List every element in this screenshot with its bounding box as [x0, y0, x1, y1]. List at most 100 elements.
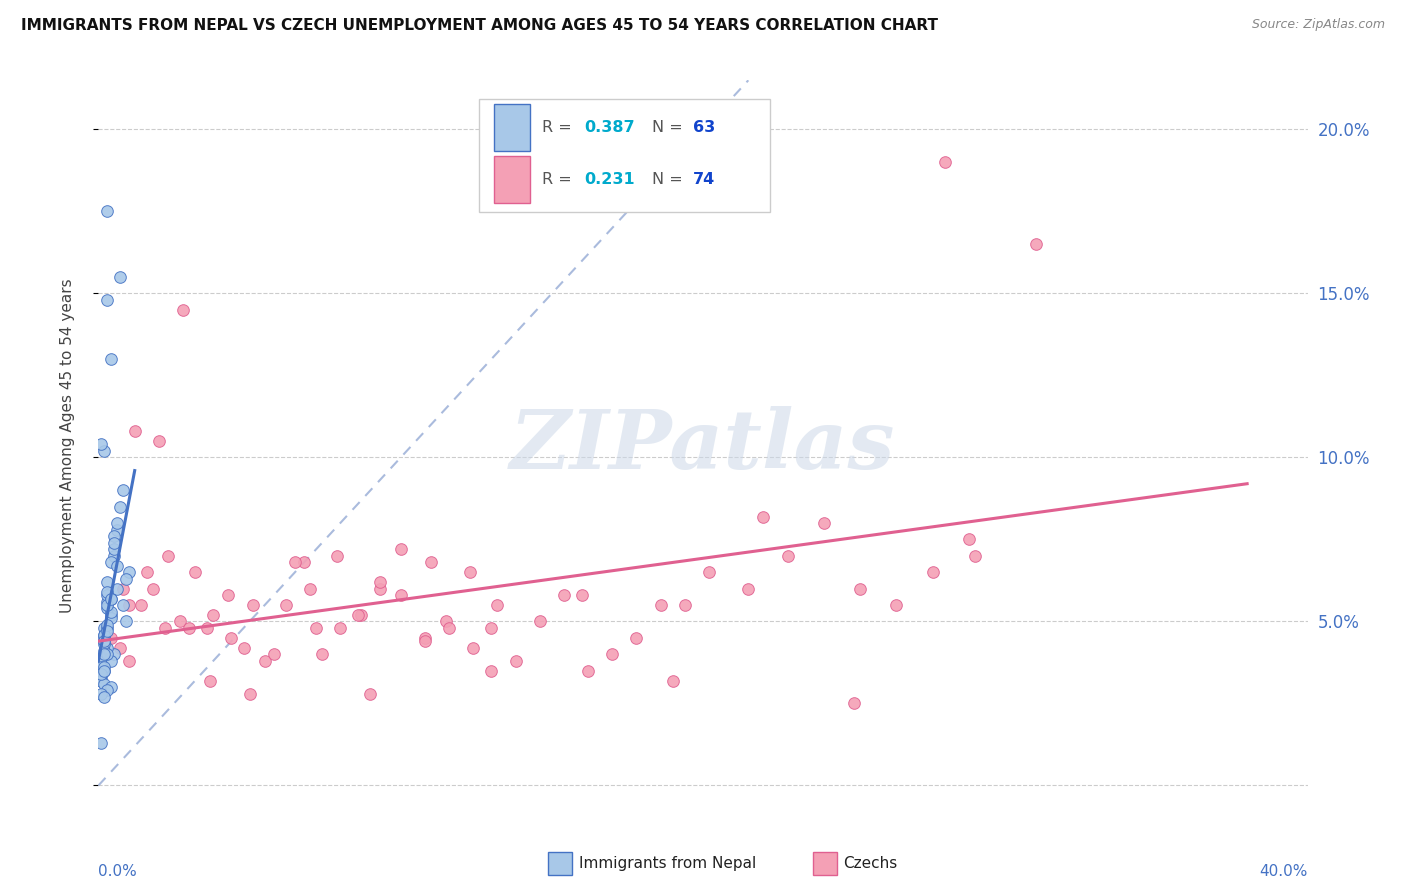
Point: [100, 611, 122, 625]
Point: [100, 352, 122, 367]
Point: [114, 572, 136, 586]
Text: N =: N =: [652, 120, 688, 135]
Point: [90, 667, 112, 681]
Point: [673, 598, 696, 612]
Point: [200, 673, 222, 688]
Point: [105, 523, 128, 537]
Point: [602, 647, 624, 661]
Point: [108, 640, 131, 655]
Point: [90, 687, 112, 701]
Point: [221, 631, 243, 645]
Point: [148, 434, 170, 448]
Text: IMMIGRANTS FROM NEPAL VS CZECH UNEMPLOYMENT AMONG AGES 45 TO 54 YEARS CORRELATIO: IMMIGRANTS FROM NEPAL VS CZECH UNEMPLOYM…: [21, 18, 938, 33]
Point: [100, 654, 122, 668]
Point: [368, 582, 391, 596]
Point: [195, 621, 218, 635]
Point: [93, 664, 115, 678]
Point: [96, 598, 118, 612]
FancyBboxPatch shape: [494, 155, 530, 203]
Point: [100, 556, 122, 570]
Point: [299, 582, 322, 596]
Point: [105, 558, 128, 573]
Point: [142, 582, 165, 596]
Point: [965, 549, 987, 563]
Point: [114, 615, 136, 629]
Point: [172, 302, 194, 317]
Point: [100, 680, 122, 694]
Point: [934, 155, 956, 169]
Point: [103, 535, 125, 549]
Point: [100, 607, 122, 622]
Point: [90, 670, 112, 684]
Point: [118, 598, 141, 612]
Point: [463, 640, 485, 655]
Point: [93, 627, 115, 641]
Text: Immigrants from Nepal: Immigrants from Nepal: [579, 856, 756, 871]
Text: 0.387: 0.387: [585, 120, 636, 135]
Point: [1024, 237, 1046, 252]
Point: [650, 598, 672, 612]
Point: [505, 654, 527, 668]
Point: [105, 516, 128, 530]
Text: 0.231: 0.231: [585, 171, 636, 186]
Point: [93, 647, 115, 661]
Point: [103, 549, 125, 563]
Point: [368, 575, 391, 590]
Point: [93, 631, 115, 645]
Point: [437, 621, 460, 635]
Point: [111, 598, 134, 612]
Point: [135, 566, 157, 580]
Point: [93, 634, 115, 648]
Point: [253, 654, 276, 668]
Point: [347, 607, 370, 622]
Point: [921, 566, 943, 580]
Point: [184, 566, 207, 580]
Point: [118, 654, 141, 668]
Point: [626, 631, 648, 645]
Text: 40.0%: 40.0%: [1260, 864, 1308, 880]
Point: [156, 549, 179, 563]
Point: [776, 549, 799, 563]
Point: [458, 566, 481, 580]
Point: [96, 575, 118, 590]
Point: [96, 293, 118, 307]
Point: [350, 607, 373, 622]
Point: [242, 598, 264, 612]
Point: [697, 566, 720, 580]
Point: [529, 615, 551, 629]
Point: [274, 598, 297, 612]
Point: [202, 607, 225, 622]
Point: [90, 673, 112, 688]
Point: [571, 588, 593, 602]
Point: [96, 624, 118, 639]
Point: [96, 588, 118, 602]
Point: [849, 582, 872, 596]
Point: [93, 644, 115, 658]
Text: 0.0%: 0.0%: [98, 864, 138, 880]
Point: [96, 595, 118, 609]
Point: [844, 697, 866, 711]
Point: [284, 556, 307, 570]
Text: 63: 63: [693, 120, 716, 135]
Point: [100, 631, 122, 645]
Point: [90, 437, 112, 451]
Point: [93, 621, 115, 635]
Point: [360, 687, 382, 701]
Point: [434, 615, 457, 629]
Text: Czechs: Czechs: [844, 856, 898, 871]
Point: [292, 556, 315, 570]
Point: [179, 621, 201, 635]
Point: [957, 533, 980, 547]
Point: [263, 647, 285, 661]
Point: [486, 598, 509, 612]
Point: [153, 621, 176, 635]
Point: [389, 588, 412, 602]
Point: [90, 736, 112, 750]
Point: [481, 621, 503, 635]
Text: ZIPatlas: ZIPatlas: [510, 406, 896, 486]
Point: [305, 621, 328, 635]
Point: [553, 588, 575, 602]
Point: [326, 549, 349, 563]
Point: [413, 634, 436, 648]
Point: [329, 621, 352, 635]
